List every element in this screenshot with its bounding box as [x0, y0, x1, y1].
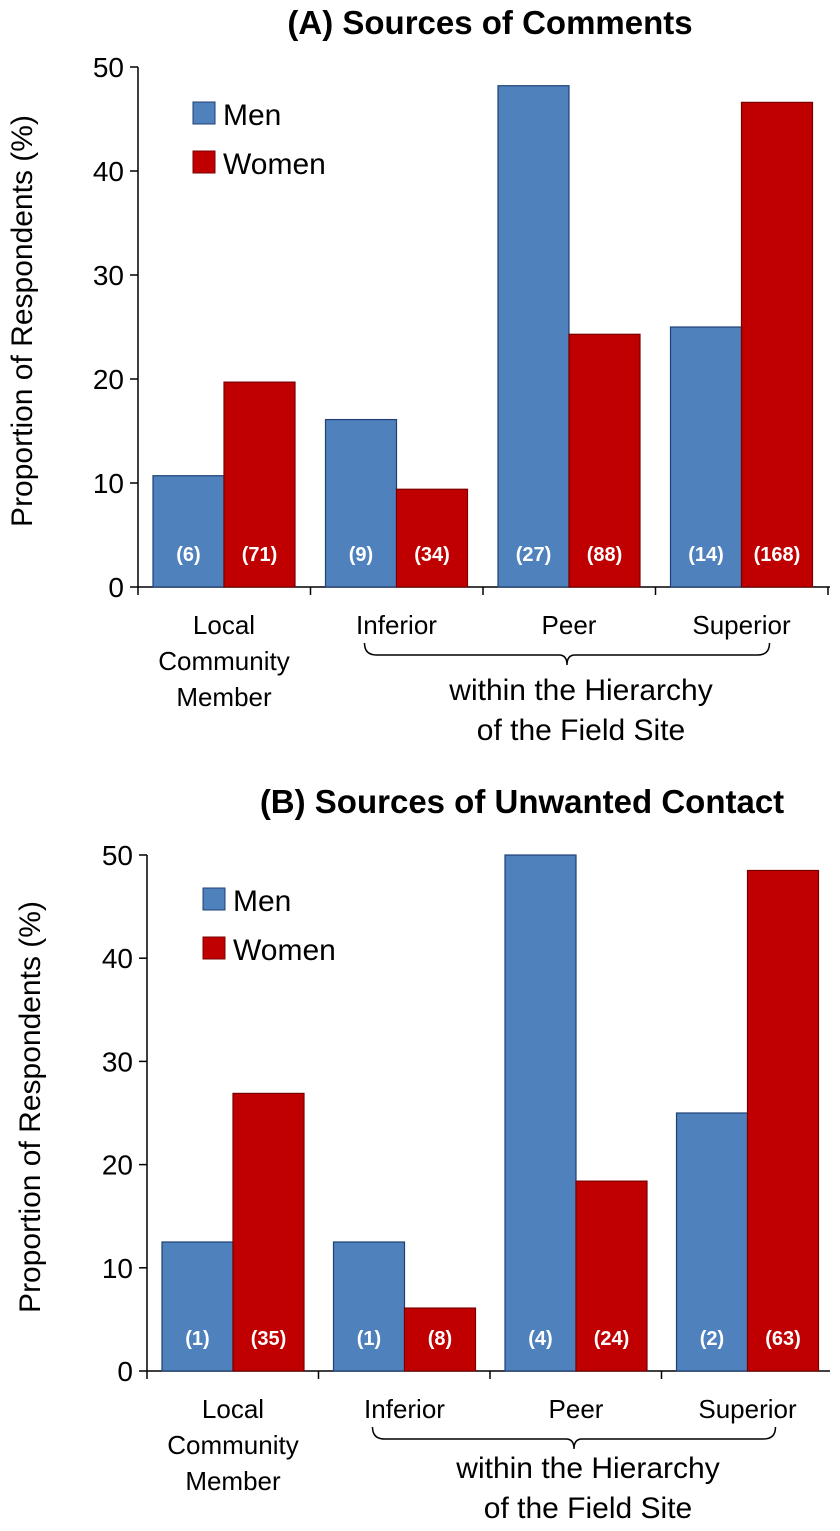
y-tick-label: 0	[108, 572, 124, 603]
y-tick-label: 50	[93, 52, 124, 83]
legend-label-women: Women	[223, 148, 326, 181]
bar-count-label: (14)	[688, 544, 724, 566]
bar-count-label: (4)	[528, 1328, 552, 1350]
chart-panel-b: (B) Sources of Unwanted Contact Proportio…	[14, 783, 830, 1525]
bar-men-2	[497, 85, 570, 588]
bar-count-label: (34)	[414, 544, 450, 566]
bar-women-3	[746, 869, 820, 1372]
y-axis-label: Proportion of Respondents (%)	[6, 115, 39, 527]
bar-women-0	[232, 1092, 305, 1372]
legend-label-men: Men	[233, 885, 291, 918]
y-tick-label: 10	[93, 468, 124, 499]
bar-count-label: (27)	[516, 544, 552, 566]
bar-women-2	[575, 1180, 648, 1372]
y-tick-label: 0	[117, 1356, 133, 1387]
bar-women-1	[403, 1307, 477, 1372]
bar-count-label: (9)	[349, 544, 373, 566]
bar-count-label: (35)	[251, 1328, 287, 1350]
bar-count-label: (88)	[587, 544, 623, 566]
bar-women-3	[740, 101, 814, 588]
group-bracket	[371, 1426, 777, 1450]
y-tick-label: 30	[102, 1046, 133, 1077]
x-category-label: Inferior	[356, 610, 437, 640]
y-tick-label: 20	[102, 1150, 133, 1181]
bar-men-0	[161, 1241, 234, 1372]
chart-panel-a: (A) Sources of Comments Proportion of Res…	[6, 4, 830, 747]
x-category-label: Peer	[549, 1394, 604, 1424]
x-category-label: Local Community Member	[158, 610, 289, 712]
bar-count-label: (6)	[176, 544, 200, 566]
group-label-line: within the Hierarchy	[455, 1452, 719, 1485]
bar-men-3	[669, 326, 743, 588]
chart-title: (B) Sources of Unwanted Contact	[260, 783, 784, 820]
bar-count-label: (8)	[428, 1328, 452, 1350]
bar-men-2	[504, 854, 577, 1372]
bar-women-1	[395, 488, 469, 588]
group-bracket	[363, 642, 771, 666]
bar-women-0	[223, 381, 296, 588]
bar-men-3	[675, 1112, 749, 1372]
y-tick-label: 20	[93, 364, 124, 395]
group-label-line: of the Field Site	[484, 1492, 692, 1525]
y-tick-label: 10	[102, 1253, 133, 1284]
legend-swatch-women	[202, 936, 226, 960]
bar-count-label: (1)	[185, 1328, 209, 1350]
x-category-label: Superior	[698, 1394, 797, 1424]
bar-count-label: (168)	[754, 544, 801, 566]
bar-women-2	[568, 333, 641, 588]
bar-men-0	[152, 475, 225, 588]
chart-title: (A) Sources of Comments	[287, 4, 692, 41]
bar-count-label: (1)	[357, 1328, 381, 1350]
legend-label-women: Women	[233, 934, 336, 967]
legend-swatch-men	[202, 887, 226, 911]
legend-label-men: Men	[223, 99, 281, 132]
legend-swatch-men	[192, 101, 216, 125]
bar-men-1	[332, 1241, 406, 1372]
x-category-label: Peer	[542, 610, 597, 640]
legend-swatch-women	[192, 150, 216, 174]
bar-count-label: (63)	[765, 1328, 801, 1350]
x-category-label: Inferior	[364, 1394, 445, 1424]
group-label-line: within the Hierarchy	[448, 674, 712, 707]
bar-men-1	[324, 418, 398, 588]
bar-count-label: (24)	[594, 1328, 630, 1350]
x-category-label: Superior	[692, 610, 791, 640]
x-category-label: Local Community Member	[167, 1394, 298, 1496]
y-tick-label: 30	[93, 260, 124, 291]
group-label-line: of the Field Site	[477, 714, 685, 747]
bar-count-label: (2)	[700, 1328, 724, 1350]
y-axis-label: Proportion of Respondents (%)	[14, 901, 47, 1313]
y-tick-label: 50	[102, 840, 133, 871]
y-tick-label: 40	[93, 156, 124, 187]
y-tick-label: 40	[102, 943, 133, 974]
bar-count-label: (71)	[242, 544, 278, 566]
